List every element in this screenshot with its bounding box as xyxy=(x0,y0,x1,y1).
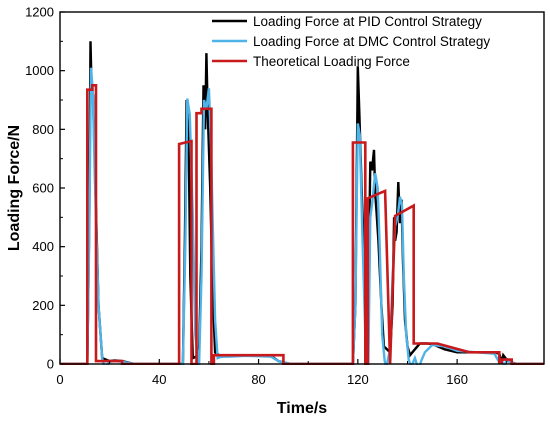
legend-label-1: Loading Force at DMC Control Strategy xyxy=(253,34,490,49)
series-line-1 xyxy=(60,67,544,365)
series-layer xyxy=(60,41,544,365)
legend: Loading Force at PID Control Strategy Loa… xyxy=(212,14,490,69)
legend-label-2: Theoretical Loading Force xyxy=(253,54,410,69)
x-axis-ticks: 0 40 80 120 160 xyxy=(56,359,508,387)
y-axis-ticks: 0 200 400 600 800 1000 1200 xyxy=(25,5,65,372)
y-tick-label: 1000 xyxy=(25,63,54,78)
series-line-2 xyxy=(60,84,544,365)
x-tick-label: 40 xyxy=(152,372,166,387)
y-tick-label: 1200 xyxy=(25,5,54,20)
x-tick-label: 120 xyxy=(347,372,369,387)
x-tick-label: 80 xyxy=(251,372,265,387)
y-tick-label: 600 xyxy=(32,181,54,196)
series-line-0 xyxy=(60,41,544,365)
y-tick-label: 0 xyxy=(47,357,54,372)
x-tick-label: 160 xyxy=(446,372,468,387)
x-tick-label: 0 xyxy=(56,372,63,387)
y-tick-label: 400 xyxy=(32,239,54,254)
legend-label-0: Loading Force at PID Control Strategy xyxy=(253,14,482,29)
y-tick-label: 800 xyxy=(32,122,54,137)
y-tick-label: 200 xyxy=(32,298,54,313)
x-axis-title: Time/s xyxy=(277,400,328,417)
y-axis-title: Loading Force/N xyxy=(6,125,23,251)
